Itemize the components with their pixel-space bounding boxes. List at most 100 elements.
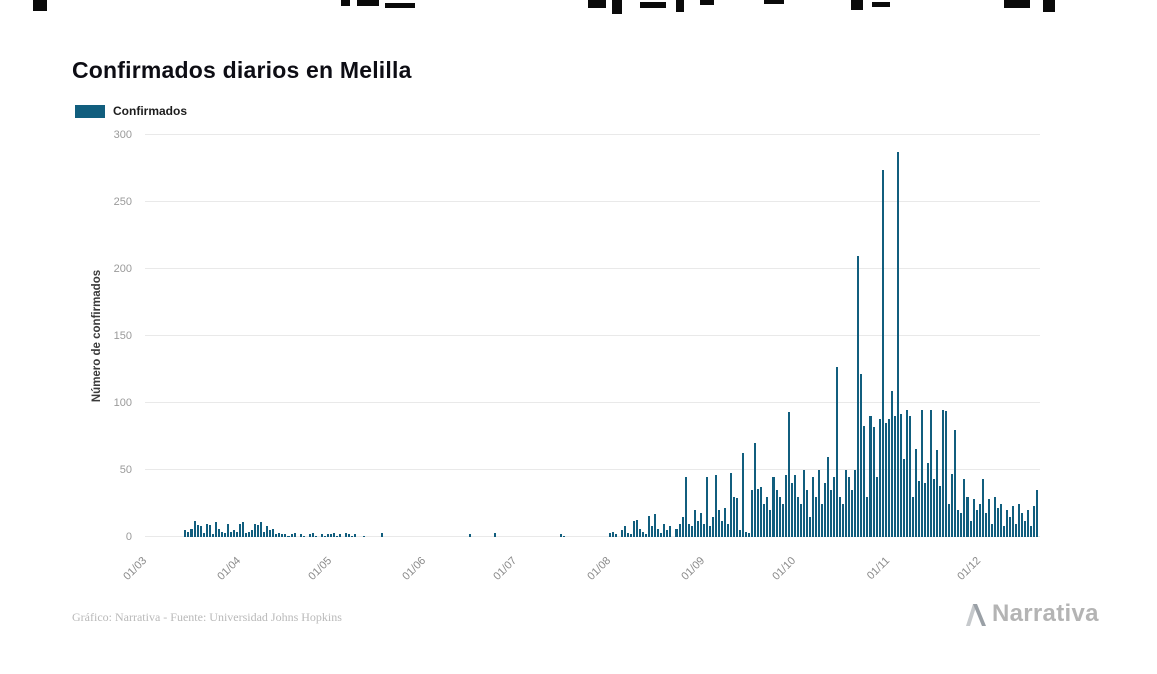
- bar: [996, 507, 999, 537]
- bar: [705, 476, 708, 537]
- bar: [857, 255, 860, 537]
- bar: [763, 503, 766, 537]
- bar: [702, 523, 705, 537]
- bar: [869, 416, 872, 537]
- bar: [969, 520, 972, 537]
- y-tick-label: 150: [113, 330, 132, 342]
- x-tick-label: 01/05: [306, 554, 335, 583]
- bar: [1033, 506, 1036, 537]
- bar: [893, 416, 896, 537]
- bar: [269, 530, 272, 537]
- x-tick-label: 01/08: [585, 554, 614, 583]
- bar: [963, 479, 966, 537]
- bar: [902, 459, 905, 537]
- bar: [657, 528, 660, 537]
- bar: [681, 516, 684, 537]
- bar-series: [145, 135, 1040, 537]
- bar: [948, 503, 951, 537]
- bar: [693, 510, 696, 537]
- bar: [187, 531, 190, 537]
- bar: [639, 528, 642, 537]
- x-tick-label: 01/10: [770, 554, 799, 583]
- bar: [251, 530, 254, 537]
- bar: [863, 425, 866, 537]
- bar: [645, 534, 648, 537]
- bar: [824, 483, 827, 537]
- bar: [802, 470, 805, 537]
- chart-title: Confirmados diarios en Melilla: [72, 57, 412, 84]
- bar: [260, 522, 263, 537]
- bar: [805, 490, 808, 537]
- bar: [890, 390, 893, 537]
- bar: [921, 409, 924, 537]
- y-axis-tick-labels: 0 50 100 150 200 250 300: [92, 129, 132, 543]
- bar: [884, 423, 887, 537]
- bar: [205, 523, 208, 537]
- bar: [987, 499, 990, 537]
- bar: [284, 534, 287, 537]
- bar: [696, 520, 699, 537]
- bar: [287, 535, 290, 537]
- bar: [860, 373, 863, 537]
- bar: [648, 515, 651, 537]
- bar: [469, 534, 472, 537]
- bar: [208, 524, 211, 537]
- bar: [711, 516, 714, 537]
- bar: [836, 366, 839, 537]
- bar: [787, 412, 790, 537]
- gridline: [145, 536, 1040, 537]
- bar: [608, 532, 611, 537]
- bar: [326, 534, 329, 537]
- bar: [945, 411, 948, 537]
- bar: [220, 531, 223, 537]
- bar: [275, 534, 278, 537]
- bar: [314, 535, 317, 537]
- narrativa-logo-text: Narrativa: [992, 600, 1099, 627]
- bar: [1008, 516, 1011, 537]
- narrativa-logo: Narrativa: [962, 600, 1099, 628]
- legend: Confirmados: [75, 104, 187, 118]
- bar: [678, 523, 681, 537]
- bar: [1027, 510, 1030, 537]
- bar: [660, 532, 663, 537]
- bar: [772, 476, 775, 537]
- bar: [254, 523, 257, 537]
- bar: [272, 528, 275, 537]
- bar: [972, 499, 975, 537]
- bar: [939, 486, 942, 537]
- bar: [669, 526, 672, 537]
- bar: [223, 532, 226, 537]
- legend-label: Confirmados: [113, 104, 188, 118]
- bar: [993, 496, 996, 537]
- bar: [263, 531, 266, 537]
- y-tick-label: 300: [113, 129, 132, 141]
- bar: [781, 503, 784, 537]
- bar: [793, 475, 796, 537]
- y-tick-label: 100: [113, 397, 132, 410]
- bar: [329, 534, 332, 537]
- bar: [666, 530, 669, 537]
- bar: [881, 169, 884, 537]
- bar: [990, 523, 993, 537]
- bar: [896, 152, 899, 537]
- bar: [687, 523, 690, 537]
- x-tick-label: 01/03: [121, 554, 150, 583]
- bar: [1005, 510, 1008, 537]
- bar: [266, 526, 269, 537]
- bar: [739, 530, 742, 537]
- bar: [736, 498, 739, 537]
- bar: [933, 479, 936, 537]
- bar: [1002, 526, 1005, 537]
- bar: [936, 449, 939, 537]
- bar: [833, 476, 836, 537]
- bar: [727, 523, 730, 537]
- bar: [563, 535, 566, 537]
- bar: [754, 443, 757, 537]
- bar: [199, 526, 202, 537]
- bar: [184, 530, 187, 537]
- bar: [351, 535, 354, 537]
- bar: [663, 523, 666, 537]
- bar: [775, 490, 778, 537]
- bar: [229, 531, 232, 537]
- bar: [626, 532, 629, 537]
